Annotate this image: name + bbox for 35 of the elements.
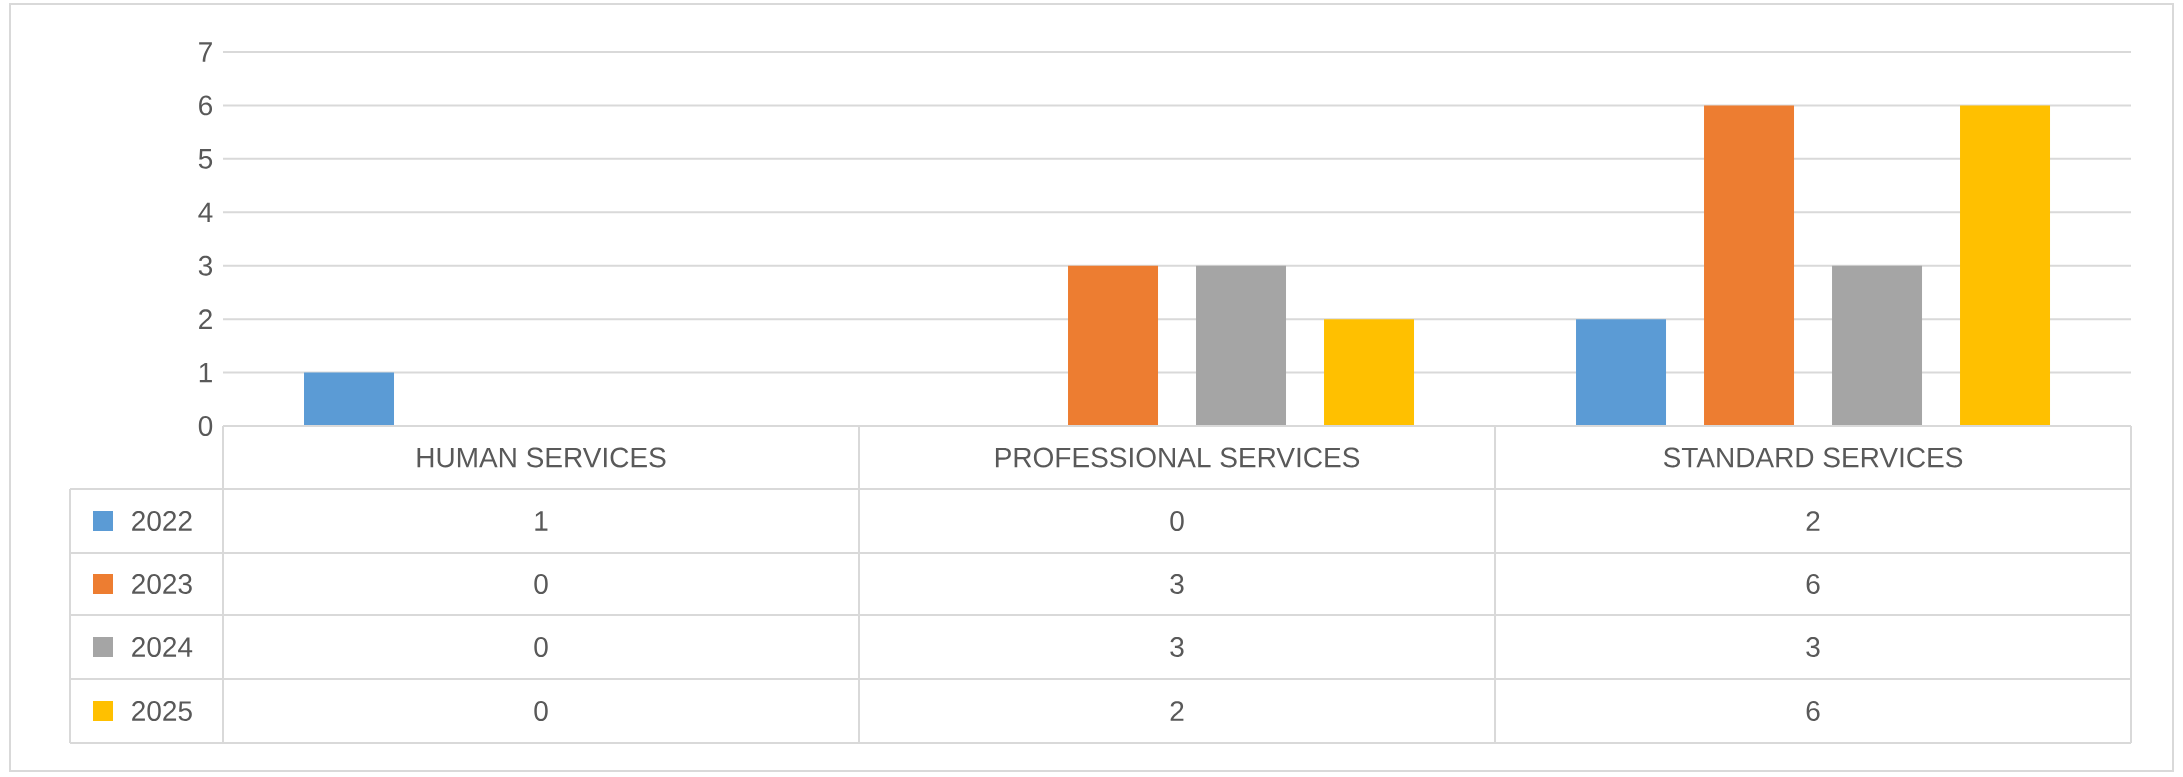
data-label: 2	[1806, 511, 1820, 531]
x-tick-label: PROFESSIONAL SERVICES	[995, 447, 1360, 468]
data-label: 0	[534, 701, 548, 721]
bar	[304, 372, 395, 426]
data-label: 3	[1170, 637, 1184, 657]
y-tick-label: 1	[199, 362, 212, 383]
y-tick-label: 3	[198, 255, 213, 276]
y-tick-label: 0	[198, 416, 213, 436]
bar	[1068, 265, 1159, 426]
bar	[1704, 105, 1795, 426]
data-label: 0	[534, 574, 548, 594]
y-tick-label: 7	[199, 42, 212, 62]
data-label: 0	[534, 637, 548, 657]
y-tick-label: 2	[199, 309, 212, 329]
data-label: 6	[1806, 574, 1820, 594]
y-tick-label: 4	[198, 202, 213, 222]
legend-label: 2024	[132, 637, 193, 657]
y-tick-label: 6	[199, 95, 213, 116]
bar	[1832, 265, 1923, 426]
legend-label: 2023	[132, 574, 192, 594]
bar	[1196, 265, 1287, 426]
legend-label: 2025	[132, 701, 192, 721]
x-tick-label: HUMAN SERVICES	[417, 447, 666, 468]
data-label: 6	[1806, 701, 1820, 721]
data-label: 2	[1170, 701, 1184, 721]
data-label: 3	[1170, 574, 1184, 594]
bar	[1324, 319, 1415, 426]
bar	[1576, 319, 1667, 426]
data-label: 0	[1170, 511, 1184, 531]
legend-label: 2022	[132, 511, 192, 531]
data-label: 1	[535, 511, 548, 531]
x-tick-label: STANDARD SERVICES	[1663, 447, 1963, 468]
y-tick-label: 5	[198, 149, 213, 169]
data-label: 3	[1806, 637, 1820, 657]
bar	[1960, 105, 2051, 426]
